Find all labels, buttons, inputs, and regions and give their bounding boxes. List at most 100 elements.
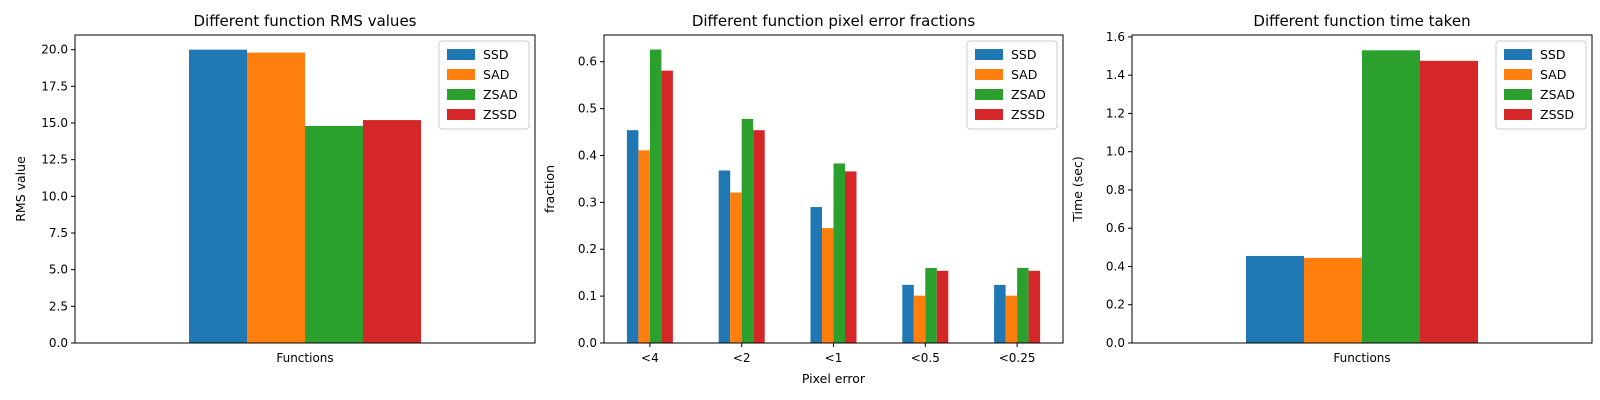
legend-label-sad: SAD (483, 67, 509, 82)
legend-label-ssd: SSD (1540, 47, 1566, 62)
y-tick-label: 12.5 (41, 153, 68, 167)
y-tick-label: 0.3 (578, 195, 597, 209)
x-tick-label: Functions (276, 351, 333, 365)
chart-panel-3: 0.0 0.2 0.4 0.6 0.8 1.0 1.2 1.4 1.6 Functions Diff… (1070, 12, 1593, 365)
bar-zsad-3 (833, 163, 845, 343)
bar-ssd-1 (189, 49, 247, 344)
legend-swatch-zsad (975, 89, 1003, 100)
chart-title: Different function RMS values (194, 12, 417, 30)
y-tick-label: 0.2 (578, 242, 597, 256)
y-tick-label: 1.2 (1106, 106, 1125, 120)
y-axis-label: RMS value (13, 156, 28, 222)
chart-title: Different function pixel error fractions (692, 12, 976, 30)
bar-sad-1 (247, 52, 305, 343)
bar-ssd-1 (626, 130, 639, 343)
bar-zssd-3 (845, 171, 857, 343)
x-tick-label: <1 (825, 351, 843, 365)
legend-swatch-sad (447, 69, 475, 80)
x-tick-label: Functions (1333, 351, 1390, 365)
x-tick-label: <4 (641, 351, 659, 365)
legend-label-sad: SAD (1540, 67, 1566, 82)
y-tick-label: 1.6 (1106, 30, 1125, 44)
bar-zssd-2 (753, 130, 765, 343)
y-tick-label: 0.2 (1106, 298, 1125, 312)
y-tick-label: 15.0 (41, 116, 68, 130)
bar-zsad-5 (1017, 267, 1029, 343)
bar-sad-4 (913, 295, 926, 343)
legend-swatch-sad (975, 69, 1003, 80)
y-tick-label: 0.4 (1106, 259, 1125, 273)
legend: SSD SAD ZSAD ZSSD (438, 40, 530, 130)
bar-ssd-5 (994, 284, 1006, 343)
y-tick-label: 0.8 (1106, 183, 1125, 197)
legend-box (966, 40, 1058, 130)
legend-swatch-sad (1504, 69, 1532, 80)
bar-zsad-2 (741, 118, 754, 343)
y-tick-label: 0.4 (578, 148, 597, 162)
legend-swatch-zssd (447, 109, 475, 120)
legend-label-zsad: ZSAD (483, 87, 518, 102)
bar-ssd-3 (810, 207, 822, 343)
bar-zssd-5 (1028, 270, 1041, 343)
legend-label-zsad: ZSAD (1011, 87, 1046, 102)
bar-zssd-1 (1420, 60, 1478, 343)
legend-label-sad: SAD (1011, 67, 1037, 82)
bar-zsad-1 (305, 125, 363, 344)
chart-panel-1: 0.0 2.5 5.0 7.5 10.0 12.5 15.0 17.5 20.0 Function… (13, 12, 536, 365)
y-tick-label: 0.5 (578, 102, 597, 116)
y-axis-label: fraction (542, 165, 557, 213)
bar-ssd-2 (718, 170, 731, 343)
legend-box (438, 40, 530, 130)
legend: SSD SAD ZSAD ZSSD (966, 40, 1058, 130)
axes-frame (74, 34, 536, 344)
bar-zssd-4 (936, 270, 949, 343)
bar-zsad-4 (925, 267, 937, 343)
legend-label-zssd: ZSSD (1011, 107, 1045, 122)
chart-panel-2: 0.0 0.1 0.2 0.3 0.4 0.5 0.6 <4 <2 <1 <0.5 <0.25 Diff… (542, 12, 1064, 386)
legend-swatch-ssd (1504, 49, 1532, 60)
x-tick-label: <0.25 (999, 351, 1036, 365)
bar-sad-1 (638, 150, 650, 343)
legend: SSD SAD ZSAD ZSSD (1495, 40, 1587, 130)
x-tick-label: <2 (733, 351, 751, 365)
y-tick-label: 0.0 (1106, 336, 1125, 350)
bar-zsad-1 (649, 49, 662, 343)
bar-zssd-1 (363, 120, 421, 343)
legend-label-zssd: ZSSD (1540, 107, 1574, 122)
legend-swatch-zsad (1504, 89, 1532, 100)
bar-zsad-1 (1362, 50, 1420, 344)
legend-swatch-ssd (975, 49, 1003, 60)
y-axis-label: Time (sec) (1070, 156, 1085, 222)
bar-sad-1 (1304, 257, 1362, 343)
bar-sad-3 (822, 228, 834, 343)
legend-swatch-zsad (447, 89, 475, 100)
legend-label-zssd: ZSSD (483, 107, 517, 122)
y-tick-label: 0.0 (578, 336, 597, 350)
y-tick-label: 7.5 (49, 226, 68, 240)
y-tick-label: 1.0 (1106, 145, 1125, 159)
bar-ssd-4 (902, 284, 914, 343)
y-tick-label: 10.0 (41, 189, 68, 203)
legend-swatch-ssd (447, 49, 475, 60)
y-tick-label: 20.0 (41, 43, 68, 57)
y-tick-label: 5.0 (49, 263, 68, 277)
legend-label-ssd: SSD (1011, 47, 1037, 62)
bar-sad-2 (730, 192, 742, 343)
x-axis-label: Pixel error (802, 371, 866, 386)
y-tick-label: 1.4 (1106, 68, 1125, 82)
legend-swatch-zssd (1504, 109, 1532, 120)
bar-zssd-1 (661, 70, 673, 343)
legend-label-ssd: SSD (483, 47, 509, 62)
y-tick-label: 0.6 (578, 55, 597, 69)
legend-label-zsad: ZSAD (1540, 87, 1575, 102)
axes-frame (1131, 34, 1593, 344)
legend-swatch-zssd (975, 109, 1003, 120)
y-tick-label: 2.5 (49, 299, 68, 313)
bar-sad-5 (1005, 295, 1018, 343)
y-tick-label: 0.0 (49, 336, 68, 350)
x-tick-label: <0.5 (911, 351, 940, 365)
legend-box (1495, 40, 1587, 130)
y-tick-label: 0.6 (1106, 221, 1125, 235)
bar-ssd-1 (1246, 255, 1304, 343)
